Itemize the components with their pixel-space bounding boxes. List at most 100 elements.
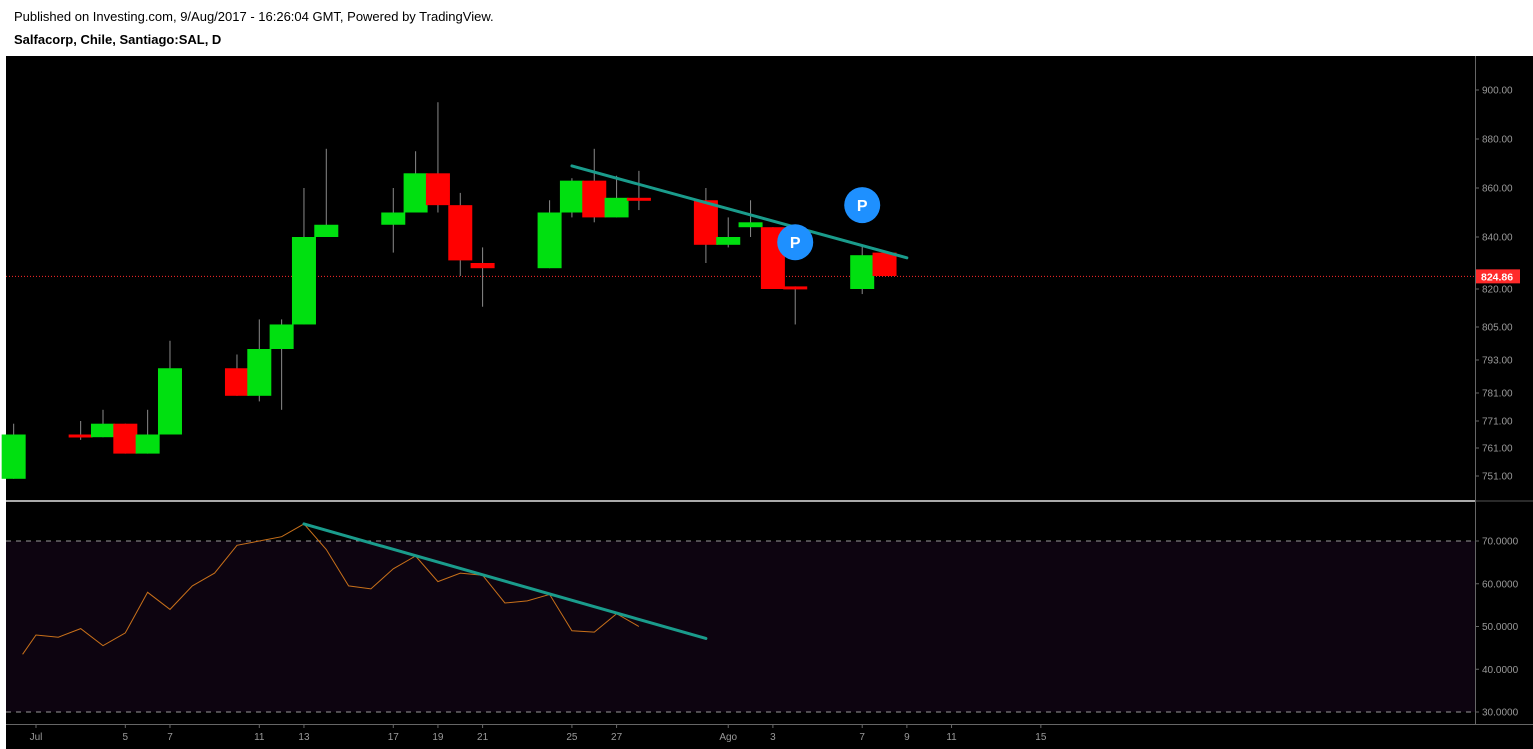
candle [425,102,450,213]
candle [604,175,629,218]
candle [314,148,339,237]
candle-body [716,237,741,245]
rsi-tick-label: 50.0000 [1482,622,1519,633]
time-tick-label: 11 [254,732,265,743]
time-tick-label: 25 [566,732,578,743]
price-tick-label: 793.00 [1482,356,1513,367]
price-tick-label: 880.00 [1482,135,1513,146]
candle-body [850,255,875,289]
candle [113,423,138,454]
candle [90,409,115,438]
rsi-tick-label: 70.0000 [1482,537,1519,548]
marker-label: P [790,235,801,252]
candle-body [113,423,138,454]
last-price-label: 824.86 [1481,271,1513,283]
candle [403,151,428,213]
candle-body [559,180,584,213]
time-tick-label: 27 [611,732,623,743]
candle [381,188,406,253]
candle [470,247,495,307]
candle-body [626,197,651,201]
time-tick-label: 17 [388,732,400,743]
time-tick-label: 7 [167,732,173,743]
rsi-line [22,523,640,655]
candle-body [1,434,26,479]
time-axis[interactable] [6,725,1533,749]
time-tick-label: Ago [719,732,737,743]
marker-circle [844,187,881,224]
candle [224,354,249,396]
rsi-tick-label: 40.0000 [1482,665,1519,676]
candle-body [604,197,629,218]
candle [448,192,473,276]
time-tick-label: 5 [123,732,129,743]
price-axis[interactable] [1476,56,1533,724]
price-pane [6,56,1475,500]
time-tick-label: 19 [432,732,444,743]
candle-body [783,286,808,290]
candle-body [872,252,897,276]
candle [247,319,272,402]
published-info: Published on Investing.com, 9/Aug/2017 -… [14,9,494,24]
price-tick-label: 820.00 [1482,285,1513,296]
candle-body [135,434,160,454]
time-tick-label: 15 [1035,732,1047,743]
price-tick-label: 805.00 [1482,323,1513,334]
candle-body [738,222,763,228]
candle-body [314,224,339,237]
candle [626,170,651,211]
time-tick-label: 9 [904,732,910,743]
marker-badge: P [777,224,814,261]
price-tick-label: 900.00 [1482,86,1513,97]
price-trendline [570,164,909,260]
candle-body [403,173,428,213]
marker-label: P [857,198,868,215]
price-tick-label: 761.00 [1482,444,1513,455]
candle [738,200,763,237]
price-tick-label: 860.00 [1482,184,1513,195]
price-tick-label: 781.00 [1482,389,1513,400]
candle [291,188,316,325]
candle-body [247,349,272,396]
time-tick-label: 11 [946,732,957,743]
candle [269,319,294,410]
price-tick-label: 840.00 [1482,233,1513,244]
time-tick-label: 7 [859,732,865,743]
rsi-tick-label: 30.0000 [1482,708,1519,719]
time-tick-label: Jul [30,732,43,743]
candle-body [448,205,473,261]
candle-body [90,423,115,438]
time-tick-label: 3 [770,732,776,743]
candle [582,148,607,223]
candle-body [425,173,450,206]
candle [135,409,160,454]
price-tick-label: 771.00 [1482,417,1513,428]
candle [68,421,93,440]
marker-circle [777,224,814,261]
candle [716,217,741,248]
candle-body [224,368,249,396]
candle-body [68,434,93,438]
last-price-badge [1476,269,1520,284]
candle-body [537,212,562,269]
rsi-tick-label: 60.0000 [1482,579,1519,590]
candle [693,188,718,263]
candle [1,423,26,479]
candle-body [157,368,182,435]
candle-body [269,324,294,349]
rsi-trendline [302,522,708,640]
candle-body [291,237,316,325]
time-tick-label: 13 [298,732,310,743]
candle [537,200,562,269]
symbol-title: Salfacorp, Chile, Santiago:SAL, D [14,32,222,47]
rsi-band [6,541,1475,712]
candle-body [470,263,495,269]
candle-body [381,212,406,225]
time-tick-label: 21 [477,732,489,743]
marker-badge: P [844,187,881,224]
candle-body [693,200,718,245]
candle-body [582,180,607,218]
price-tick-label: 751.00 [1482,472,1513,483]
candle [783,286,808,325]
